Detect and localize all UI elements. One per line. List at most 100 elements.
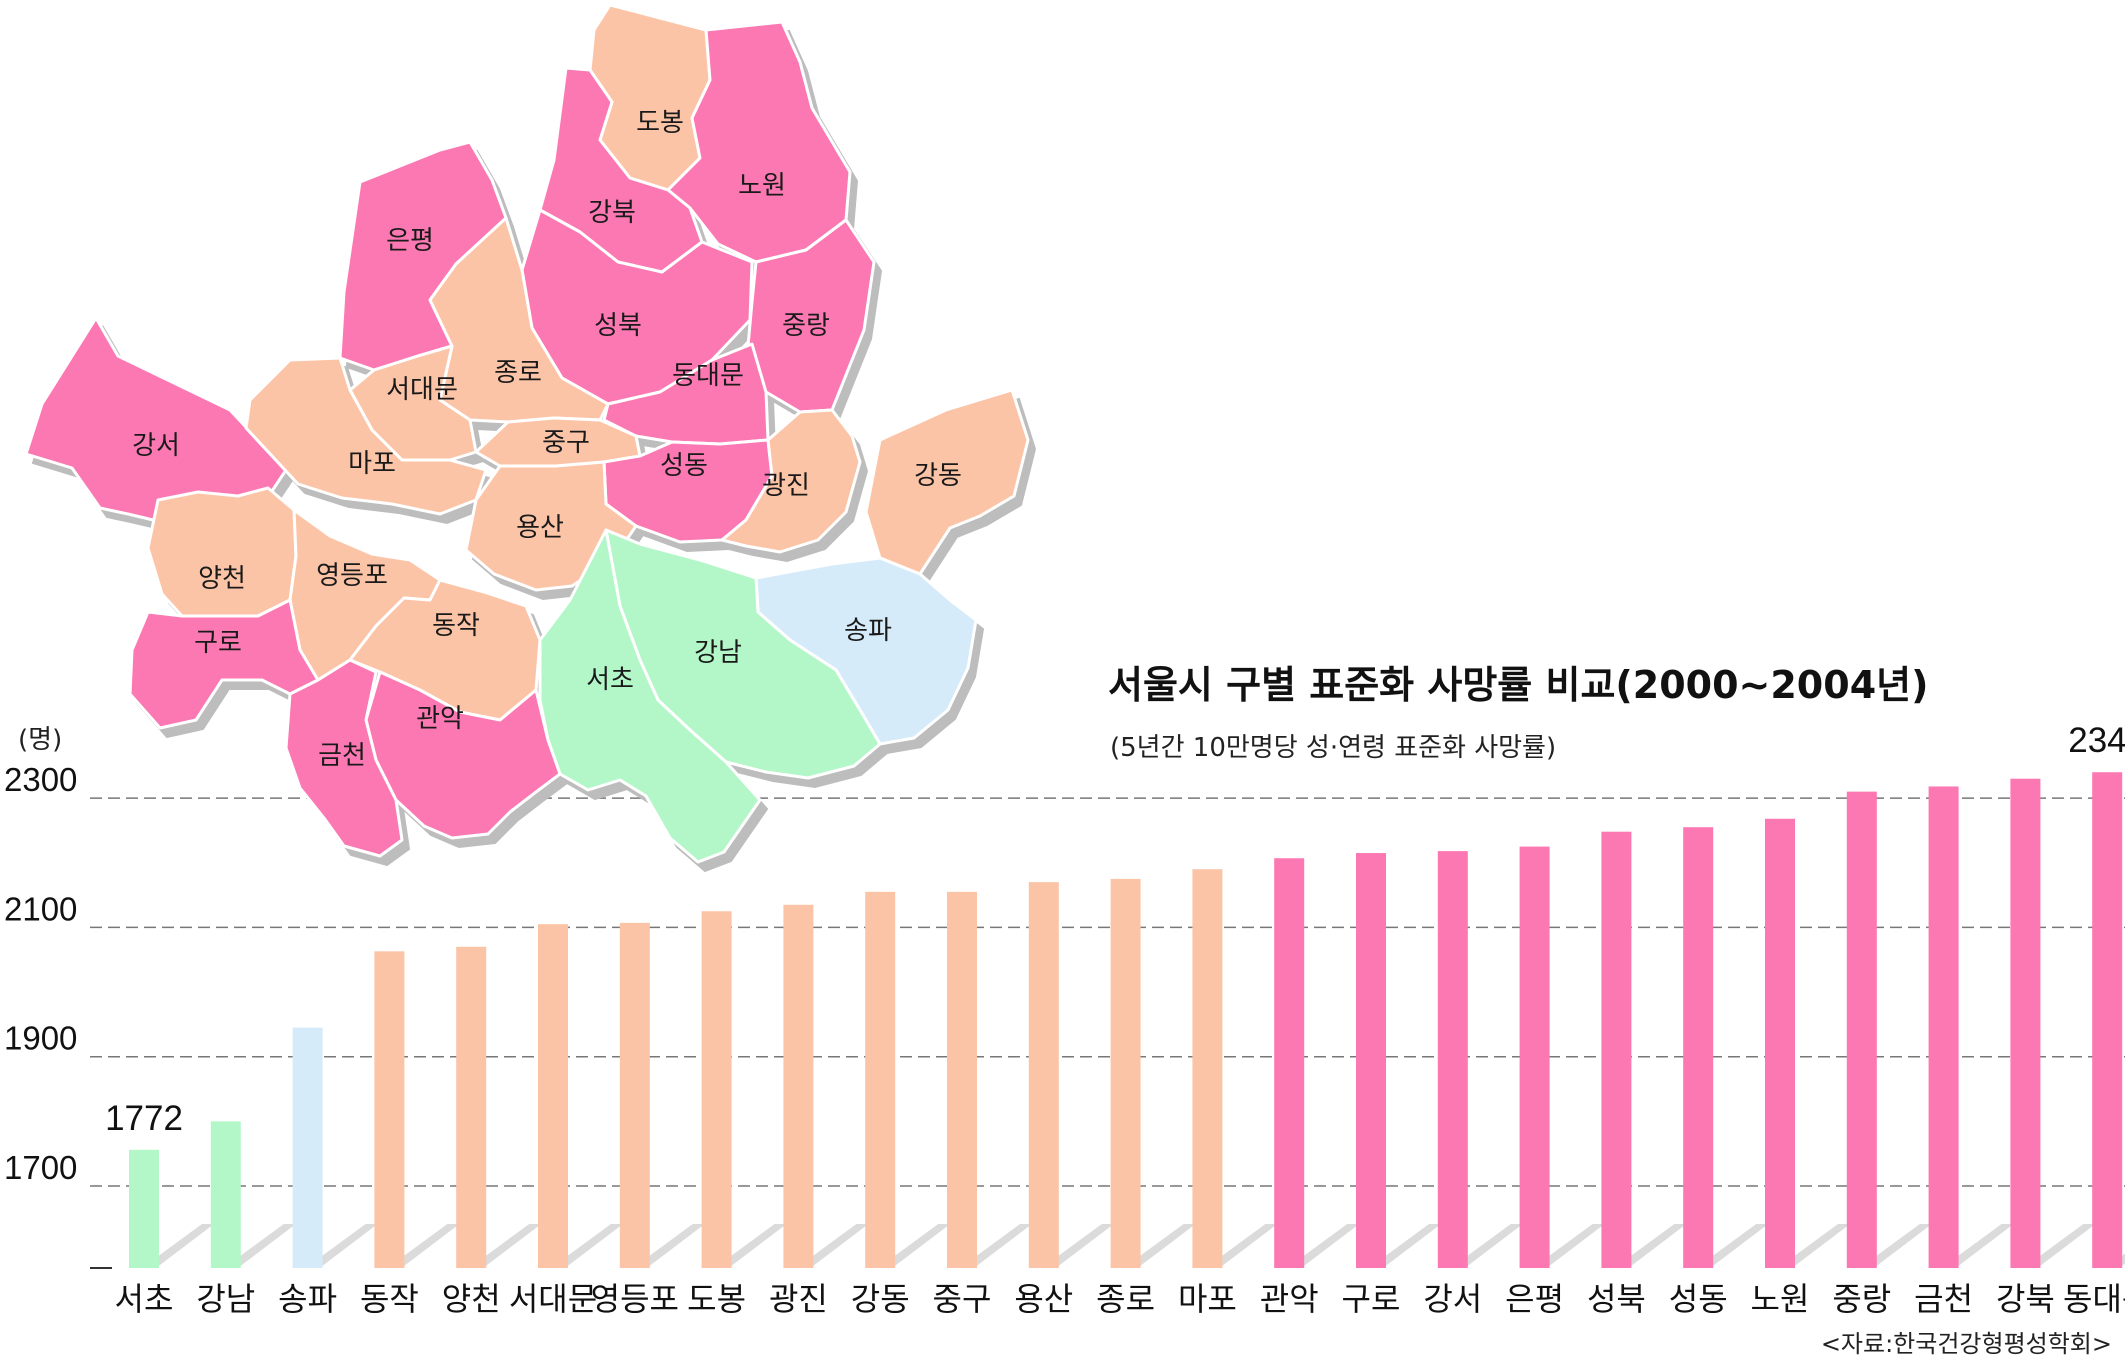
district-label: 금천: [318, 741, 366, 771]
district-label: 강동: [914, 461, 962, 491]
x-tick-label: 성북: [1587, 1280, 1646, 1318]
bar-shadow: [142, 1224, 214, 1268]
x-tick-label: 강동: [851, 1280, 910, 1318]
bar: [1192, 869, 1223, 1268]
bar-shadow: [1450, 1224, 1523, 1268]
district-label: 관악: [416, 704, 464, 734]
x-tick-label: 노원: [1751, 1280, 1810, 1318]
district-label: 은평: [386, 226, 434, 256]
bar-shadow: [1287, 1224, 1360, 1268]
district-label: 강북: [588, 198, 636, 228]
bar: [1928, 786, 1959, 1268]
bar-shadow: [1369, 1224, 1441, 1268]
district-label: 구로: [194, 628, 242, 658]
district-14: [864, 388, 1030, 576]
x-tick-label: 중구: [933, 1280, 992, 1318]
bar: [1356, 853, 1386, 1268]
bar: [947, 891, 977, 1268]
bar: [1028, 882, 1059, 1268]
bar-shadow: [1532, 1224, 1605, 1268]
bar: [2010, 778, 2041, 1268]
bar-shadow: [387, 1224, 460, 1268]
bar-shadow: [1778, 1224, 1850, 1268]
y-tick-label: 1700: [4, 1149, 77, 1186]
district-label: 동대문: [672, 361, 744, 391]
bar-shadow: [1859, 1224, 1932, 1268]
district-24: [284, 658, 404, 858]
bar-shadow: [632, 1224, 705, 1268]
y-tick-label: 1900: [4, 1020, 77, 1057]
bar: [129, 1149, 159, 1268]
bar-shadow: [1205, 1224, 1278, 1268]
bar: [1846, 791, 1877, 1268]
bar: [1437, 851, 1468, 1268]
district-label: 양천: [198, 564, 246, 594]
district-label: 용산: [516, 513, 564, 543]
district-label: 서대문: [386, 375, 458, 405]
source-note: <자료:한국건강형평성학회>: [1821, 1330, 2112, 1356]
bar-shadow: [1614, 1224, 1687, 1268]
district-label: 송파: [844, 616, 892, 646]
district-label: 성북: [594, 311, 642, 341]
x-tick-label: 영등포: [591, 1280, 679, 1318]
y-tick-label: 2300: [4, 761, 77, 798]
district-label: 동작: [432, 611, 480, 641]
bar: [1683, 827, 1714, 1268]
bar-shadow: [469, 1224, 542, 1268]
district-label: 도봉: [636, 108, 684, 138]
bar: [1765, 818, 1795, 1268]
bar-shadow-layer: [142, 1224, 2125, 1268]
x-tick-label: 마포: [1178, 1280, 1237, 1318]
x-tick-label: 은평: [1505, 1280, 1564, 1318]
x-tick-label: 금천: [1914, 1280, 1973, 1318]
bar-shadow: [714, 1224, 787, 1268]
bar: [210, 1121, 241, 1268]
district-label: 강남: [694, 638, 742, 668]
x-tick-label: 서초: [115, 1280, 174, 1318]
district-label: 서초: [586, 665, 634, 695]
district-label: 노원: [738, 171, 786, 201]
bar: [1274, 858, 1305, 1268]
x-tick-label: 구로: [1342, 1280, 1401, 1318]
district-label: 성동: [660, 451, 708, 481]
x-tick-label: 송파: [278, 1280, 337, 1318]
district-label: 중구: [542, 428, 590, 458]
chart-text-layer: 서울시 구별 표준화 사망률 비교(2000~2004년) (5년간 10만명당…: [18, 663, 2112, 1356]
x-tick-label: 동대문: [2063, 1280, 2125, 1318]
bar: [619, 922, 650, 1268]
x-tick-label: 서대문: [509, 1280, 597, 1318]
district-label: 종로: [494, 358, 542, 388]
district-10: [244, 356, 488, 516]
bar: [1601, 831, 1632, 1268]
bar-shadow: [551, 1224, 623, 1268]
district-label: 중랑: [782, 311, 830, 341]
x-tick-label: 양천: [442, 1280, 501, 1318]
district-label: 강서: [132, 431, 180, 461]
y-axis-unit: (명): [18, 725, 62, 755]
bar: [783, 904, 814, 1268]
chart-subtitle: (5년간 10만명당 성·연령 표준화 사망률): [1110, 733, 1556, 763]
bar-shadow: [1941, 1224, 2014, 1268]
district-13: [720, 408, 862, 554]
x-tick-label: 강서: [1423, 1280, 1482, 1318]
bar-shadow: [1696, 1224, 1769, 1268]
y-tick-label: 2100: [4, 890, 77, 927]
district-label: 광진: [762, 471, 810, 501]
x-tick-label: 광진: [769, 1280, 828, 1318]
bar-shadow: [796, 1224, 869, 1268]
x-tick-label: 관악: [1260, 1280, 1319, 1318]
x-tick-label: 강남: [196, 1280, 255, 1318]
bar-shadow: [960, 1224, 1032, 1268]
data-label: 2340: [2068, 721, 2125, 760]
x-tick-label: 용산: [1014, 1280, 1073, 1318]
bar: [2092, 772, 2123, 1268]
bar-shadow: [878, 1224, 951, 1268]
bar: [865, 891, 896, 1268]
x-tick-label: 강북: [1996, 1280, 2055, 1318]
bar-shadow: [223, 1224, 296, 1268]
bar-shadow: [305, 1224, 378, 1268]
bar: [701, 911, 732, 1268]
